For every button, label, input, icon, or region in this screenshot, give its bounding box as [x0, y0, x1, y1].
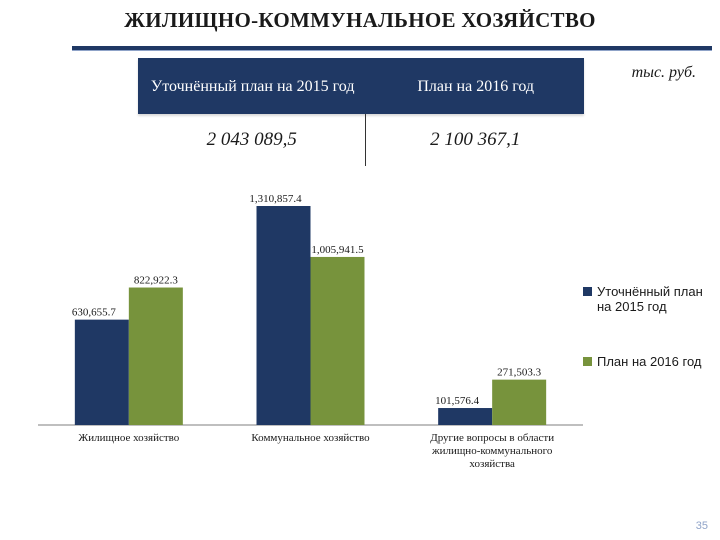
summary-col1-value: 2 043 089,5 [138, 114, 367, 166]
legend-item-2015: Уточнённый план на 2015 год [583, 284, 713, 314]
data-label-2016-cat-1: 1,005,941.5 [311, 244, 364, 256]
summary-header: Уточнённый план на 2015 год План на 2016… [138, 58, 584, 114]
unit-label: тыс. руб. [631, 64, 696, 81]
data-label-2016-cat-0: 822,922.3 [134, 275, 179, 287]
category-label-1: Коммунальное хозяйство [251, 432, 370, 444]
bar-2016-cat-0 [128, 287, 183, 425]
legend-item-2016: План на 2016 год [583, 354, 713, 369]
bar-2016-cat-1 [310, 256, 365, 425]
chart-legend: Уточнённый план на 2015 год План на 2016… [583, 284, 713, 409]
bar-2015-cat-2 [438, 408, 493, 425]
legend-label-2015: Уточнённый план на 2015 год [597, 284, 703, 314]
data-label-2016-cat-2: 271,503.3 [497, 367, 542, 379]
category-label-0: Жилищное хозяйство [78, 432, 179, 444]
summary-values: 2 043 089,5 2 100 367,1 [138, 114, 584, 166]
summary-col2-label: План на 2016 год [417, 77, 535, 95]
legend-swatch-2015 [583, 287, 592, 296]
category-label-2: Другие вопросы в области [430, 432, 554, 444]
bar-2015-cat-0 [74, 319, 129, 425]
category-label-2-line-1: жилищно-коммунального [431, 445, 553, 457]
category-label-2-line-2: хозяйства [469, 458, 515, 470]
summary-col1-label: Уточнённый план на 2015 год [150, 77, 355, 95]
legend-swatch-2016 [583, 357, 592, 366]
bar-2016-cat-2 [492, 379, 547, 425]
bar-2015-cat-1 [256, 206, 311, 425]
page-number: 35 [695, 520, 708, 532]
title-underline [72, 46, 712, 51]
data-label-2015-cat-2: 101,576.4 [435, 395, 480, 407]
legend-label-2016: План на 2016 год [597, 354, 702, 369]
data-label-2015-cat-0: 630,655.7 [72, 307, 117, 319]
data-label-2015-cat-1: 1,310,857.4 [249, 193, 302, 205]
summary-col2-value: 2 100 367,1 [430, 129, 521, 150]
page-title: ЖИЛИЩНО-КОММУНАЛЬНОЕ ХОЗЯЙСТВО [124, 8, 596, 32]
